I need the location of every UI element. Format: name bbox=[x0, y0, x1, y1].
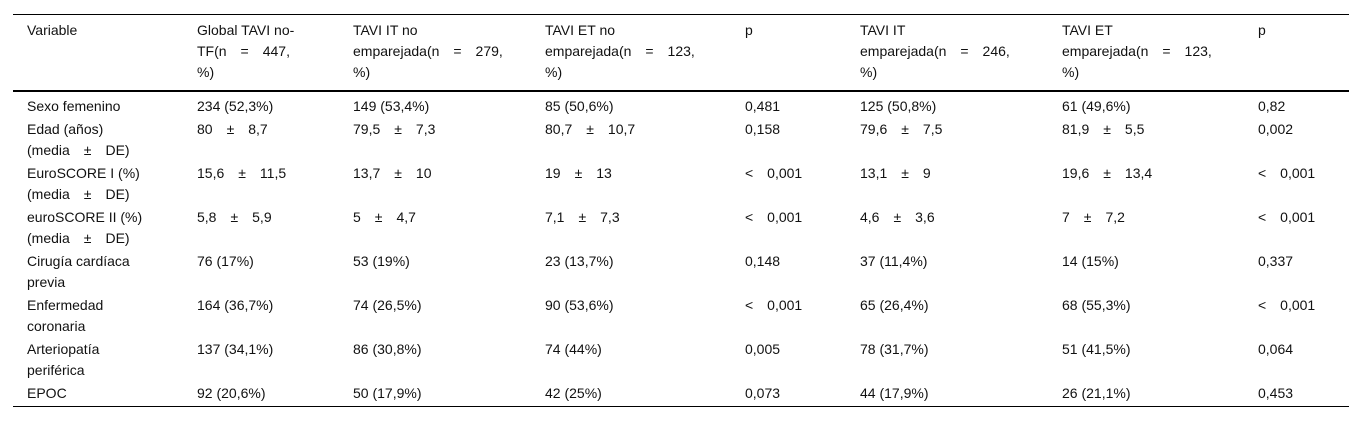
cell-value: 13,1 ± 9 bbox=[860, 165, 931, 181]
table-row-euroscore-ii: euroSCORE II (%) (media ± DE) 5,8 ± 5,9 … bbox=[13, 205, 1349, 249]
cell-value: 13,7 ± 10 bbox=[353, 165, 432, 181]
table-row-edad: Edad (años) (media ± DE) 80 ± 8,7 79,5 ±… bbox=[13, 117, 1349, 161]
header-p-value-2: p bbox=[1244, 14, 1349, 92]
cell-value: 125 (50,8%) bbox=[860, 98, 937, 114]
header-row: Variable Global TAVI no- TF(n = 447, %) … bbox=[13, 14, 1349, 92]
cell-p-value: 0,337 bbox=[1258, 253, 1294, 269]
row-label: Arteriopatía periférica bbox=[27, 341, 100, 378]
row-label: EPOC bbox=[27, 385, 67, 401]
cell-value: 14 (15%) bbox=[1062, 253, 1119, 269]
cell-value: 5,8 ± 5,9 bbox=[197, 209, 272, 225]
cell-value: 92 (20,6%) bbox=[197, 385, 266, 401]
cell-p-value: 0,481 bbox=[745, 98, 781, 114]
cell-value: 137 (34,1%) bbox=[197, 341, 274, 357]
row-label: Sexo femenino bbox=[27, 98, 121, 114]
row-label: Edad (años) (media ± DE) bbox=[27, 121, 130, 158]
cell-value: 74 (26,5%) bbox=[353, 297, 422, 313]
cell-p-value: 0,005 bbox=[745, 341, 781, 357]
cell-value: 80 ± 8,7 bbox=[197, 121, 268, 137]
cell-value: 80,7 ± 10,7 bbox=[545, 121, 636, 137]
header-tavi-it-no-emparejada: TAVI IT no emparejada(n = 279, %) bbox=[339, 14, 531, 92]
row-label: EuroSCORE I (%) (media ± DE) bbox=[27, 165, 140, 202]
cell-value: 164 (36,7%) bbox=[197, 297, 274, 313]
cell-p-value: 0,453 bbox=[1258, 385, 1294, 401]
cell-value: 79,5 ± 7,3 bbox=[353, 121, 436, 137]
table-row-epoc: EPOC 92 (20,6%) 50 (17,9%) 42 (25%) 0,07… bbox=[13, 381, 1349, 407]
cell-value: 79,6 ± 7,5 bbox=[860, 121, 943, 137]
cell-value: 81,9 ± 5,5 bbox=[1062, 121, 1145, 137]
cell-p-value: < 0,001 bbox=[745, 297, 803, 313]
cell-value: 68 (55,3%) bbox=[1062, 297, 1131, 313]
cell-value: 19,6 ± 13,4 bbox=[1062, 165, 1153, 181]
cell-value: 19 ± 13 bbox=[545, 165, 612, 181]
table-row-arteriopatia-periferica: Arteriopatía periférica 137 (34,1%) 86 (… bbox=[13, 337, 1349, 381]
cell-p-value: 0,002 bbox=[1258, 121, 1294, 137]
header-tavi-et-emparejada: TAVI ET emparejada(n = 123, %) bbox=[1048, 14, 1244, 92]
cell-value: 76 (17%) bbox=[197, 253, 254, 269]
table-row-sexo-femenino: Sexo femenino 234 (52,3%) 149 (53,4%) 85… bbox=[13, 91, 1349, 117]
cell-value: 78 (31,7%) bbox=[860, 341, 929, 357]
cell-value: 50 (17,9%) bbox=[353, 385, 422, 401]
cell-p-value: < 0,001 bbox=[745, 209, 803, 225]
cell-value: 7 ± 7,2 bbox=[1062, 209, 1125, 225]
cell-p-value: 0,158 bbox=[745, 121, 781, 137]
cell-value: 86 (30,8%) bbox=[353, 341, 422, 357]
row-label: euroSCORE II (%) (media ± DE) bbox=[27, 209, 143, 246]
cell-value: 85 (50,6%) bbox=[545, 98, 614, 114]
cell-p-value: < 0,001 bbox=[1258, 165, 1316, 181]
header-variable: Variable bbox=[13, 14, 183, 92]
cell-value: 5 ± 4,7 bbox=[353, 209, 416, 225]
table-row-cirugia-cardiaca-previa: Cirugía cardíaca previa 76 (17%) 53 (19%… bbox=[13, 249, 1349, 293]
cell-value: 26 (21,1%) bbox=[1062, 385, 1131, 401]
cell-value: 4,6 ± 3,6 bbox=[860, 209, 935, 225]
cell-p-value: 0,064 bbox=[1258, 341, 1294, 357]
cell-p-value: 0,82 bbox=[1258, 98, 1286, 114]
cell-value: 15,6 ± 11,5 bbox=[197, 165, 287, 181]
cell-p-value: < 0,001 bbox=[1258, 297, 1316, 313]
cell-value: 7,1 ± 7,3 bbox=[545, 209, 620, 225]
row-label: Enfermedad coronaria bbox=[27, 297, 104, 334]
tavi-baseline-characteristics-table: Variable Global TAVI no- TF(n = 447, %) … bbox=[13, 14, 1349, 407]
cell-p-value: 0,148 bbox=[745, 253, 781, 269]
cell-p-value: < 0,001 bbox=[1258, 209, 1316, 225]
cell-value: 42 (25%) bbox=[545, 385, 602, 401]
table-row-enfermedad-coronaria: Enfermedad coronaria 164 (36,7%) 74 (26,… bbox=[13, 293, 1349, 337]
row-label: Cirugía cardíaca previa bbox=[27, 253, 130, 290]
cell-value: 37 (11,4%) bbox=[860, 253, 928, 269]
header-tavi-et-no-emparejada: TAVI ET no emparejada(n = 123, %) bbox=[531, 14, 731, 92]
cell-value: 61 (49,6%) bbox=[1062, 98, 1131, 114]
cell-value: 65 (26,4%) bbox=[860, 297, 929, 313]
page: { "colors": { "background": "#ffffff", "… bbox=[0, 14, 1362, 436]
cell-p-value: < 0,001 bbox=[745, 165, 803, 181]
cell-value: 53 (19%) bbox=[353, 253, 410, 269]
header-tavi-it-emparejada: TAVI IT emparejada(n = 246, %) bbox=[846, 14, 1048, 92]
cell-value: 51 (41,5%) bbox=[1062, 341, 1131, 357]
table-row-euroscore-i: EuroSCORE I (%) (media ± DE) 15,6 ± 11,5… bbox=[13, 161, 1349, 205]
cell-value: 44 (17,9%) bbox=[860, 385, 929, 401]
cell-value: 149 (53,4%) bbox=[353, 98, 430, 114]
cell-p-value: 0,073 bbox=[745, 385, 781, 401]
header-global-tavi-no-tf: Global TAVI no- TF(n = 447, %) bbox=[183, 14, 339, 92]
cell-value: 234 (52,3%) bbox=[197, 98, 274, 114]
cell-value: 74 (44%) bbox=[545, 341, 602, 357]
cell-value: 90 (53,6%) bbox=[545, 297, 614, 313]
cell-value: 23 (13,7%) bbox=[545, 253, 614, 269]
header-p-value-1: p bbox=[731, 14, 846, 92]
